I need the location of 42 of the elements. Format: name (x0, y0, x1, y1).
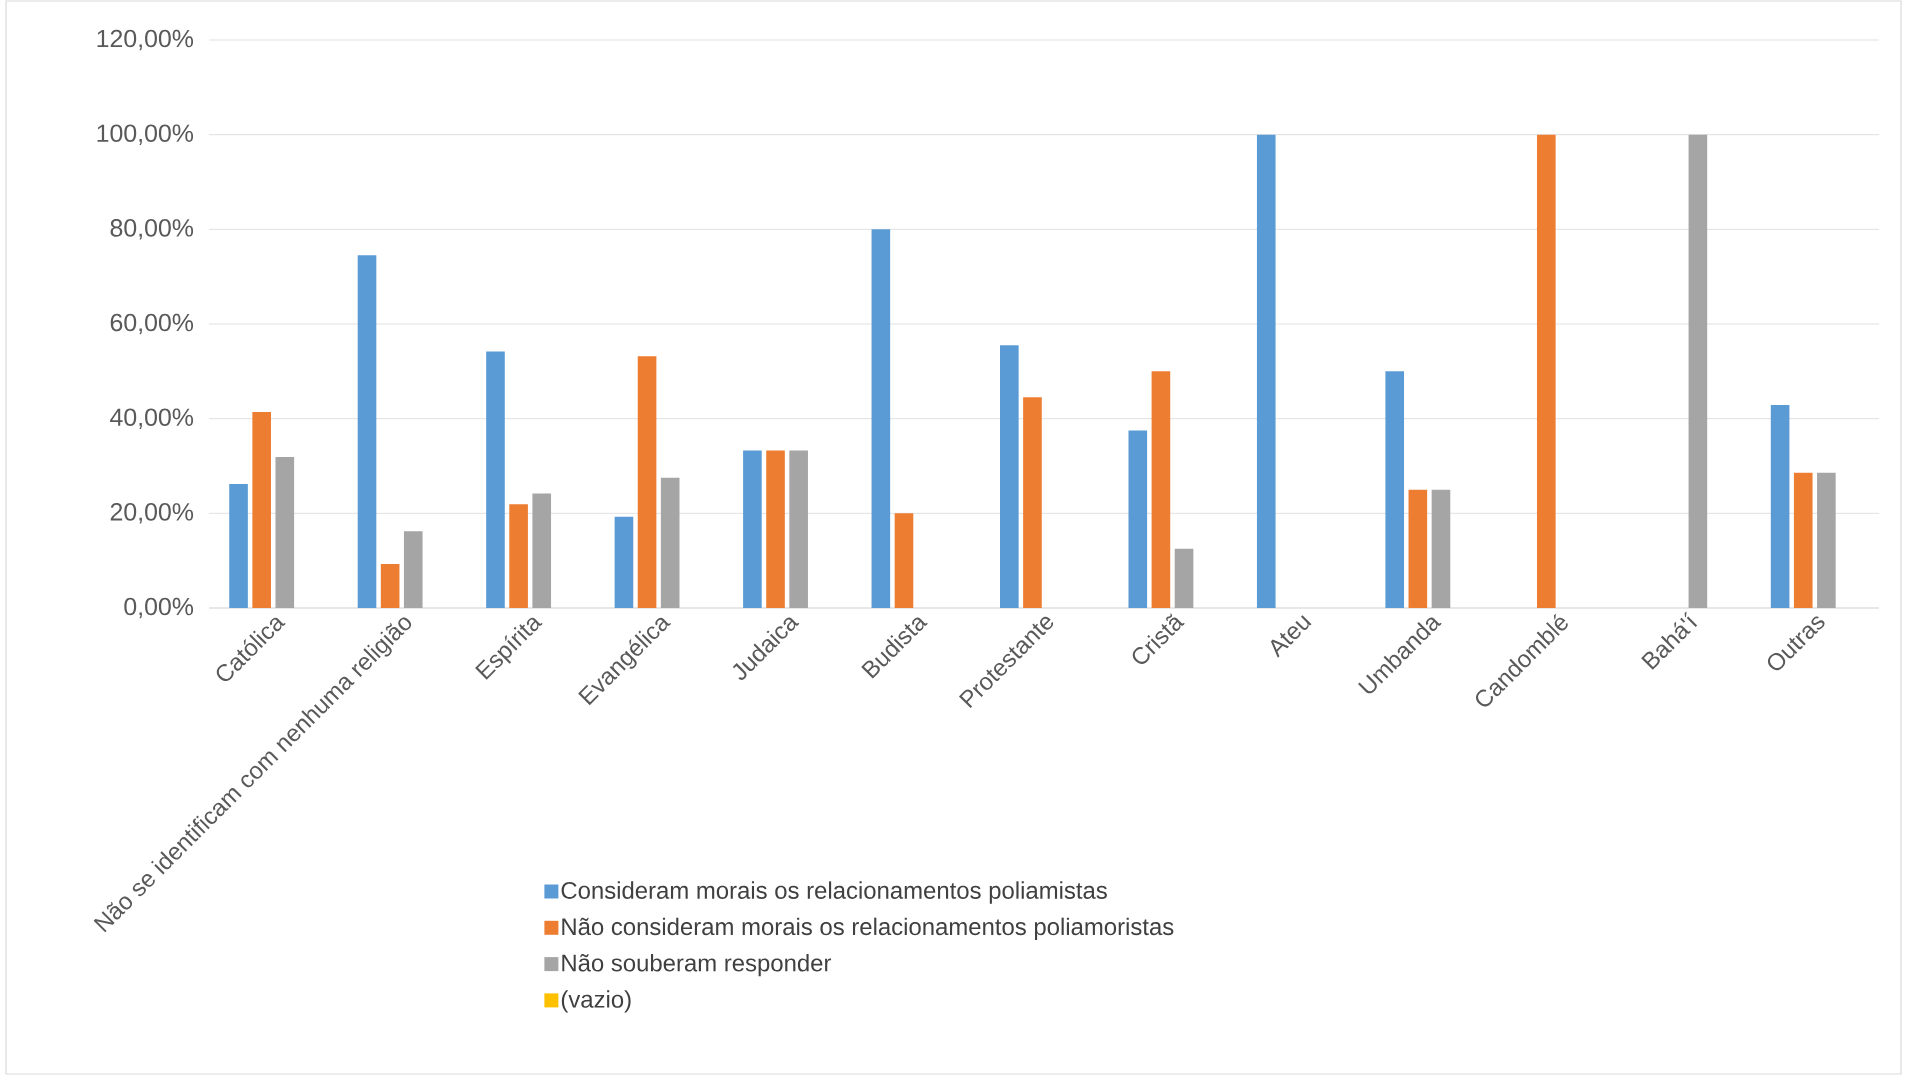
bar (789, 450, 808, 608)
y-tick-label: 80,00% (110, 219, 194, 240)
bar (1151, 371, 1171, 608)
bar (357, 255, 377, 608)
bar (1408, 489, 1428, 608)
bar (660, 477, 680, 608)
y-tick-label: 120,00% (97, 29, 194, 51)
legend-label: Não souberam responder (562, 953, 832, 977)
y-tick-label: 60,00% (110, 313, 194, 335)
bar (532, 493, 552, 608)
bar (743, 450, 762, 608)
y-tick-label: 100,00% (97, 124, 194, 145)
bar (1770, 404, 1790, 608)
bar (275, 457, 295, 608)
y-tick-label: 20,00% (110, 503, 194, 524)
bar (1128, 430, 1148, 608)
bar (1431, 489, 1451, 608)
bar (380, 563, 400, 608)
bar (486, 351, 505, 608)
bar (509, 504, 528, 608)
y-tick-label: 0,00% (124, 597, 194, 619)
bar (1536, 134, 1556, 608)
bar (1688, 134, 1708, 608)
bar (403, 531, 423, 608)
legend-label: Consideram morais os relacionamentos poliamistas (561, 881, 1107, 904)
y-tick-label: 40,00% (110, 408, 194, 429)
bar (871, 229, 891, 608)
bar (1793, 472, 1813, 608)
bar (1174, 548, 1194, 608)
bar (614, 516, 634, 608)
bar (229, 483, 248, 608)
bar (766, 450, 785, 608)
bar (1000, 345, 1019, 608)
bar (894, 513, 914, 608)
bar (1023, 397, 1042, 608)
legend-label: Não consideram morais os relacionamentos poliamoristas (562, 917, 1174, 940)
bar (637, 356, 657, 608)
bar (1817, 472, 1836, 608)
legend-label: (vazio) (561, 990, 631, 1013)
bar (252, 412, 271, 608)
bar (1256, 134, 1276, 608)
bar (1385, 371, 1405, 608)
